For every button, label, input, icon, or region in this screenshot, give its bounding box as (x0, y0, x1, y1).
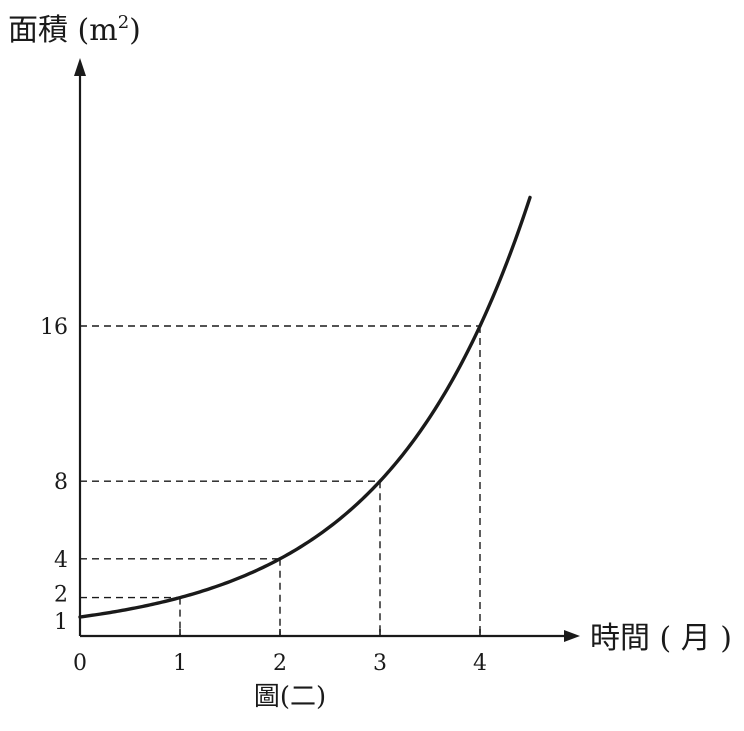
y-axis-title-main: 面積 (m (8, 13, 118, 48)
y-tick-label-2: 2 (54, 583, 68, 608)
y-tick-label-4: 4 (54, 548, 68, 573)
axes (74, 58, 580, 642)
series-line-curve (78, 195, 532, 619)
y-axis-arrowhead (74, 58, 86, 76)
y-tick-label-8: 8 (54, 470, 68, 495)
y-axis-title-superscript: 2 (118, 12, 129, 33)
x-axis-title: 時間 ( 月 ) (590, 621, 732, 656)
y-tick-label-16: 16 (40, 315, 68, 340)
x-tick-label-4: 4 (473, 651, 487, 676)
x-axis-arrowhead (564, 630, 580, 642)
x-tick-label-3: 3 (373, 651, 387, 676)
x-tick-label-2: 2 (273, 651, 287, 676)
guide-lines (80, 325, 481, 636)
figure-caption: 圖(二) (254, 682, 326, 712)
tick-marks (179, 629, 481, 636)
y-axis-title-close: ) (129, 13, 141, 48)
x-tick-label-0: 0 (73, 651, 87, 676)
y-tick-label-1: 1 (54, 610, 68, 635)
x-tick-label-1: 1 (173, 651, 187, 676)
y-axis-title: 面積 (m2) (8, 12, 141, 48)
